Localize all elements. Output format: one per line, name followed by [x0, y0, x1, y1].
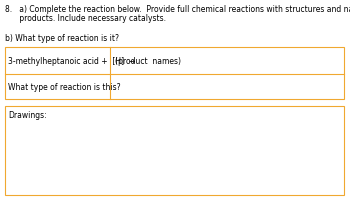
Bar [5, 106, 344, 195]
Bar [5, 48, 344, 100]
Text: What type of reaction is this?: What type of reaction is this? [8, 83, 121, 92]
Text: 8.   a) Complete the reaction below.  Provide full chemical reactions with struc: 8. a) Complete the reaction below. Provi… [5, 5, 350, 14]
Text: b) What type of reaction is it?: b) What type of reaction is it? [5, 34, 119, 43]
Text: (product  names): (product names) [115, 57, 181, 66]
Text: 3-methylheptanoic acid +  [H]  →: 3-methylheptanoic acid + [H] → [8, 57, 135, 66]
Text: products. Include necessary catalysts.: products. Include necessary catalysts. [5, 14, 166, 23]
Text: Drawings:: Drawings: [8, 110, 47, 119]
